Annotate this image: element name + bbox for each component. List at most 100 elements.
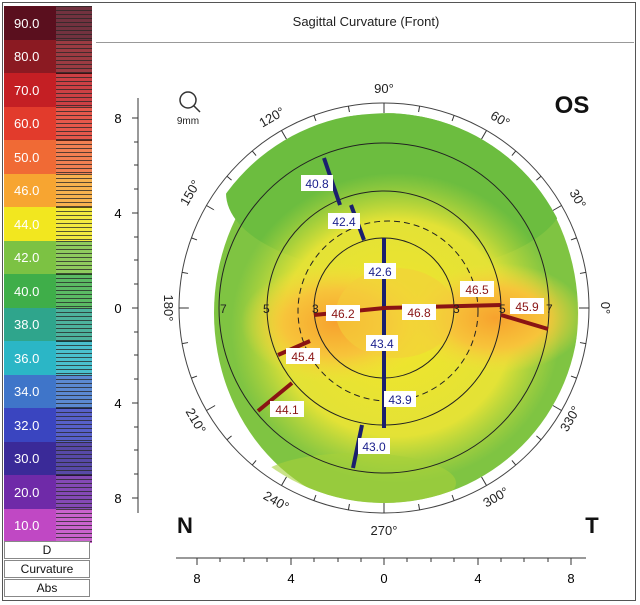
reading-value: 45.9 [515,300,539,314]
scale-step: 40.0 [4,274,92,308]
angle-label: 180° [161,295,176,322]
reading-value: 42.6 [368,265,392,279]
x-tick-label: 0 [380,571,387,586]
angle-tick [451,494,455,501]
scale-step: 34.0 [4,374,92,409]
angle-tick [206,405,216,411]
x-tick-label: 4 [287,571,294,586]
y-tick-label: 0 [114,301,121,316]
x-tick-label: 8 [567,571,574,586]
y-axis: 8 4 0 4 8 [114,98,139,513]
scale-step: 50.0 [4,140,92,174]
ring-label: 3 [312,302,319,316]
scale-ticks [56,307,92,342]
scale-step: 30.0 [4,441,92,476]
angle-tick [191,375,198,379]
angle-label: 240° [261,488,292,514]
angle-tick [481,476,487,486]
magnifier-icon[interactable] [179,91,197,109]
scale-ticks [56,240,92,275]
y-tick-label: 8 [114,111,121,126]
scale-step: 70.0 [4,73,92,107]
scale-ticks [56,207,92,241]
scale-swatch: 20.0 [4,475,56,509]
y-tick-label: 4 [114,206,121,221]
scale-swatch: 40.0 [4,274,56,308]
scale-step: 80.0 [4,39,92,74]
scale-swatch: 38.0 [4,307,56,342]
angle-label: 60° [488,108,513,131]
scale-step: 60.0 [4,106,92,141]
ring-labels: 7 5 3 3 5 7 [220,302,553,316]
scale-ticks [56,341,92,375]
angle-tick [536,175,542,181]
map-title: Sagittal Curvature (Front) [292,14,440,29]
angle-tick [182,342,189,345]
angle-tick [251,460,257,466]
angle-tick [418,503,421,510]
title-divider [96,42,634,43]
scale-step: 20.0 [4,475,92,509]
scale-ticks [56,173,92,208]
reading-value: 44.1 [275,403,299,417]
scale-ticks [56,408,92,442]
angle-tick [182,271,189,274]
reading-value: 43.0 [362,440,386,454]
temporal-label: T [585,513,599,538]
scale-step: 90.0 [4,6,92,40]
scale-ticks [56,140,92,174]
scale-swatch: 44.0 [4,207,56,241]
y-tick-label: 4 [114,396,121,411]
angle-label: 90° [374,81,394,96]
scale-swatch: 36.0 [4,341,56,375]
angle-label: 30° [566,186,589,211]
angle-tick [313,115,317,122]
y-tick-label: 8 [114,491,121,506]
scale-swatch: 42.0 [4,240,56,275]
scale-step: 36.0 [4,341,92,375]
ring-label: 7 [546,302,553,316]
angle-label: 0° [598,302,613,314]
x-axis: 8 4 0 4 8 [176,557,586,586]
angle-tick [418,106,421,113]
angle-label: 210° [183,405,209,436]
zoom-label: 9mm [177,116,199,127]
readings: 40.8 42.4 42.6 46.2 46.8 43.4 46.5 45.9 … [270,175,544,454]
angle-tick [451,115,455,122]
scale-swatch: 80.0 [4,39,56,74]
reading-value: 43.4 [370,337,394,351]
scale-mode-label[interactable]: Abs [4,579,90,597]
scale-step: 38.0 [4,307,92,342]
scale-ticks [56,374,92,409]
ring-label: 5 [263,302,270,316]
map-type-label[interactable]: Curvature [4,560,90,578]
scale-swatch: 70.0 [4,73,56,107]
scale-swatch: 34.0 [4,374,56,409]
ring-label: 7 [220,302,227,316]
angle-label: 270° [371,523,398,538]
angle-labels: 90° 60° 30° 0° 330° 300° 270° 240° 210° … [161,81,613,538]
angle-tick [226,435,232,441]
angle-tick [570,237,577,241]
reading-value: 42.4 [332,215,356,229]
topography-map[interactable]: 8 4 0 4 8 8 4 0 4 8 [96,43,636,600]
scale-swatch: 10.0 [4,508,56,543]
angle-label: 330° [557,403,583,434]
ring-label: 3 [453,302,460,316]
zoom-control[interactable]: 9mm [177,91,201,127]
ring-label: 5 [499,302,506,316]
scale-swatch: 90.0 [4,6,56,40]
angle-tick [251,150,257,156]
reading-value: 45.4 [291,350,315,364]
angle-tick [579,342,586,345]
reading-value: 46.2 [331,307,355,321]
reading-value: 46.8 [407,306,431,320]
scale-step: 10.0 [4,508,92,543]
angle-tick [552,205,562,211]
angle-tick [536,435,542,441]
unmeasured-area [188,178,241,438]
angle-tick [281,476,287,486]
angle-tick [347,503,350,510]
nasal-label: N [177,513,193,538]
angle-tick [570,375,577,379]
